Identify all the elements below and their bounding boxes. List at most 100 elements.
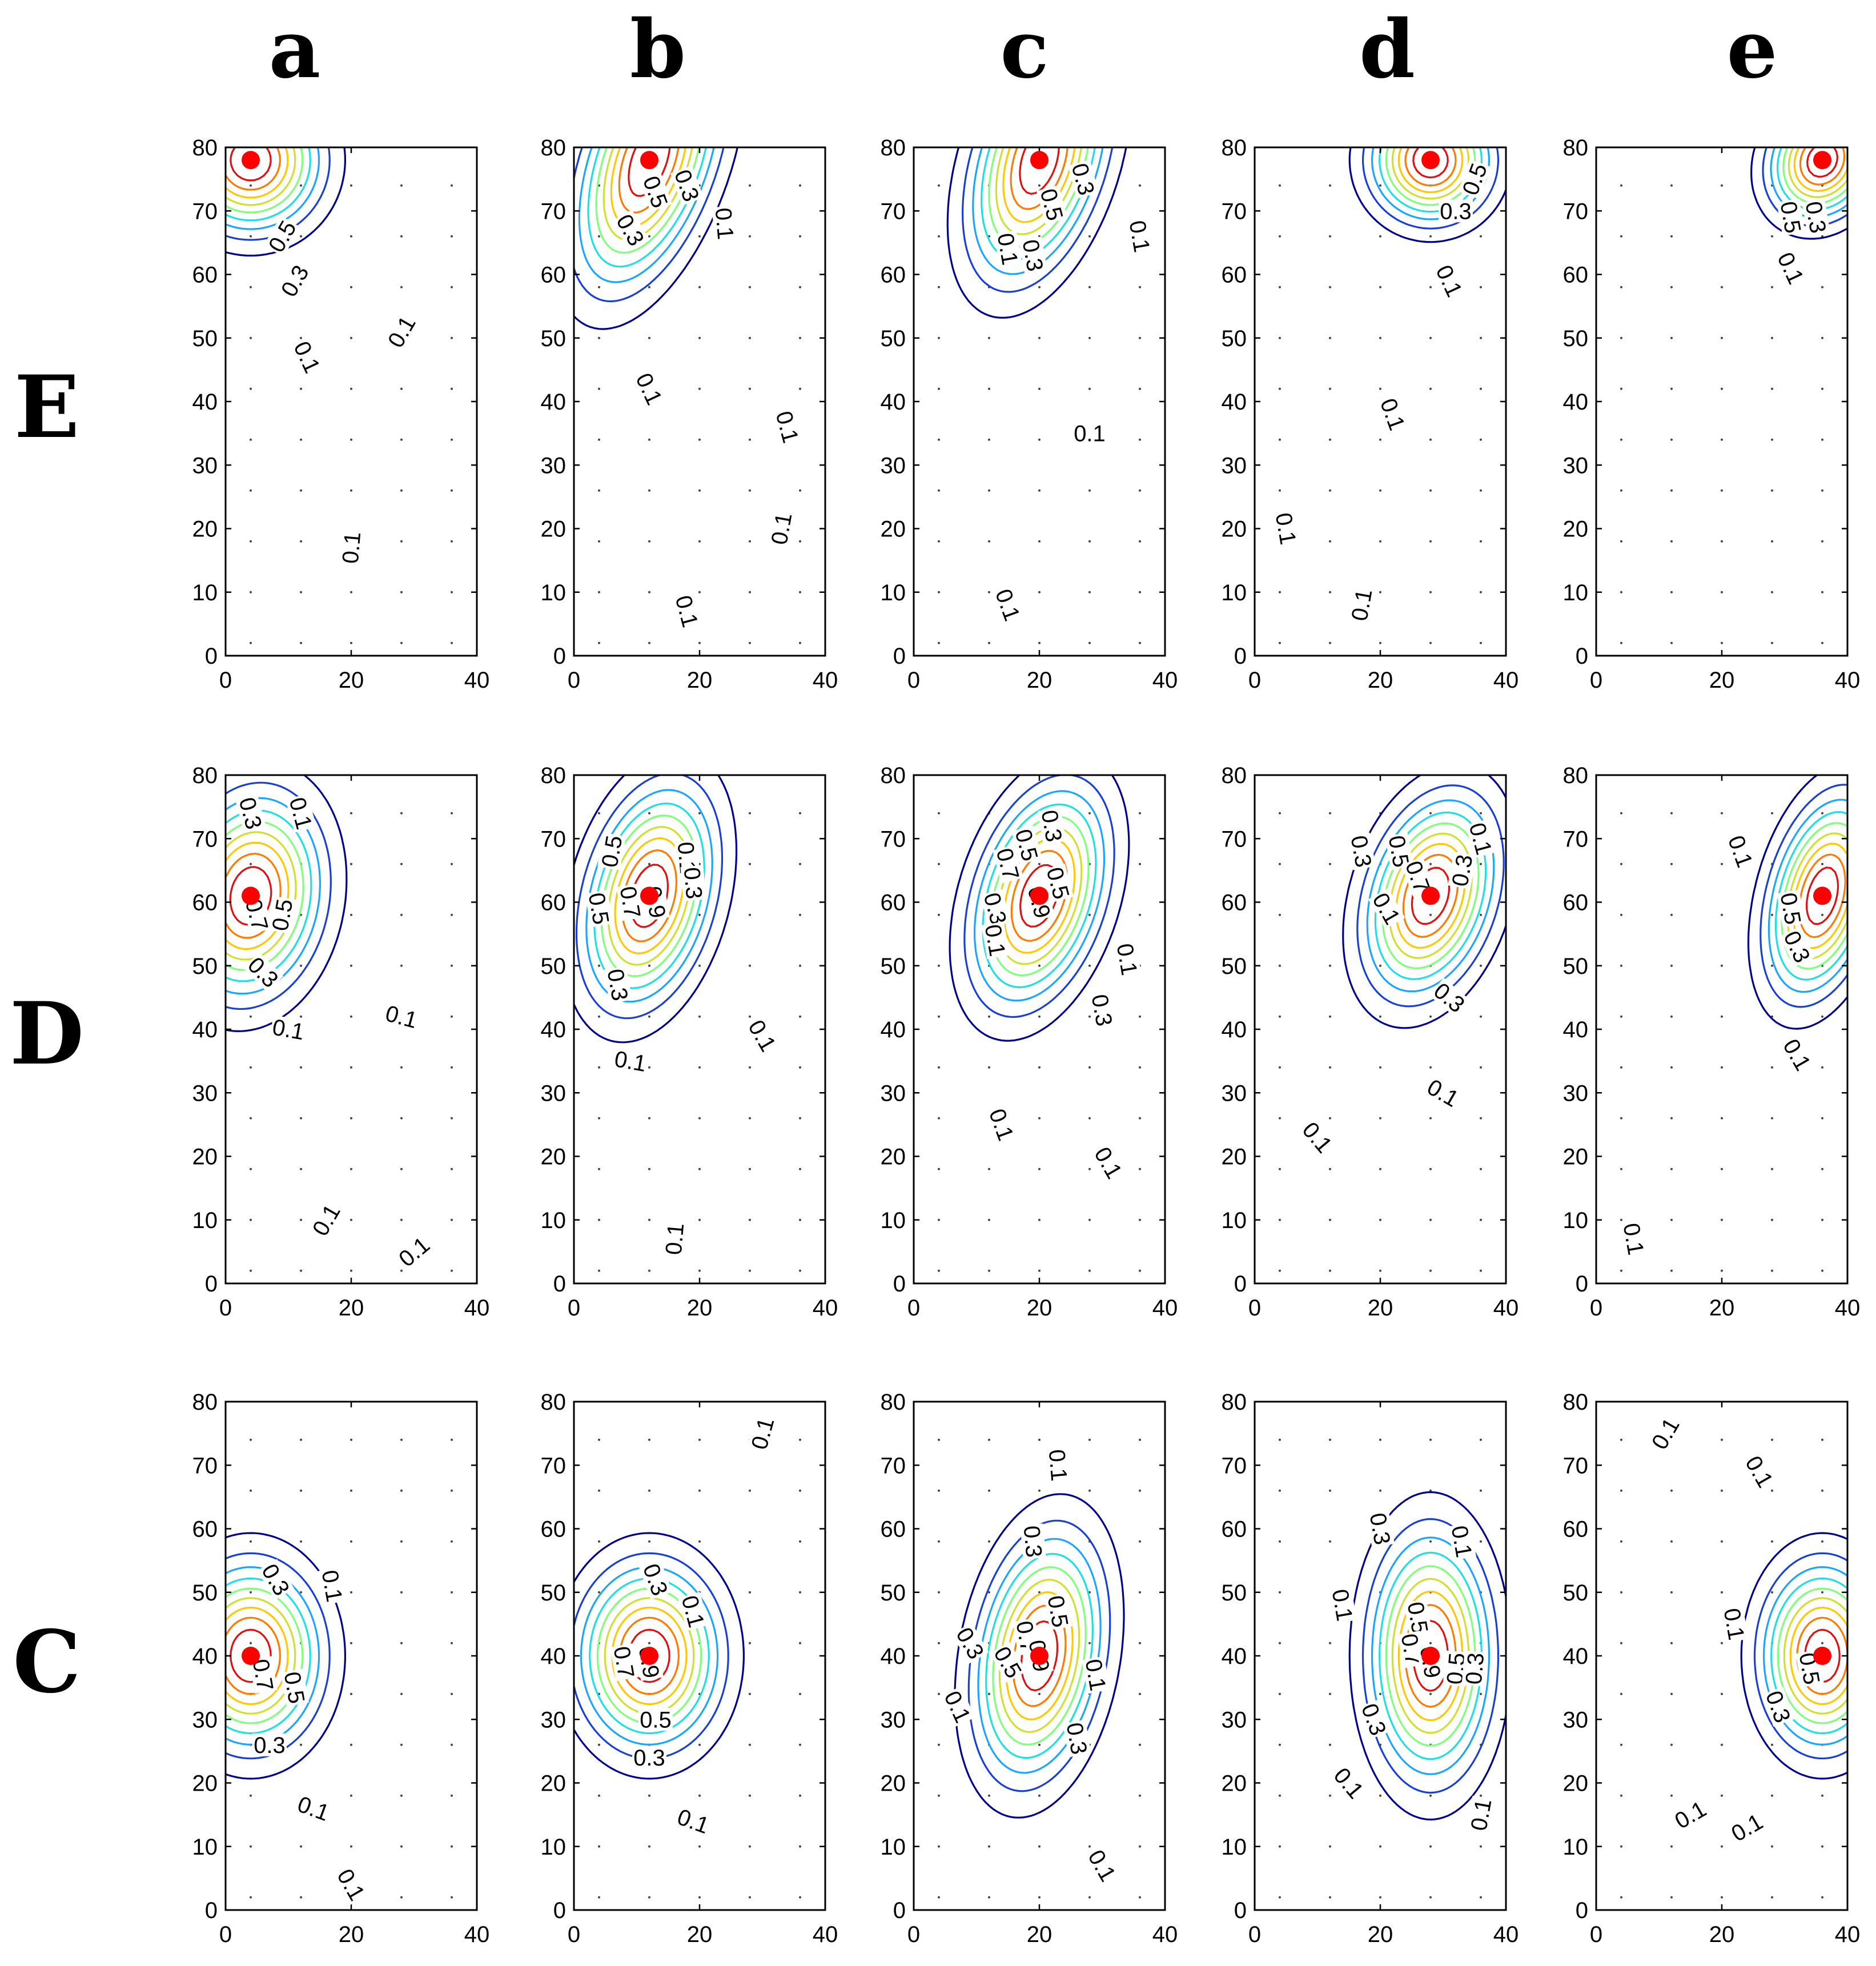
grid-dot	[1429, 1015, 1432, 1018]
grid-dot	[1771, 1066, 1773, 1069]
grid-dots	[1620, 1438, 1823, 1899]
grid-dot	[1620, 1845, 1622, 1848]
column-label-b: b	[630, 3, 686, 97]
y-tick-label: 20	[1563, 1145, 1589, 1170]
grid-dot	[698, 1066, 701, 1069]
grid-dot	[1771, 1794, 1773, 1797]
grid-dot	[1771, 1269, 1773, 1272]
contour-level-0.2	[226, 1552, 331, 1760]
grid-dot	[1279, 286, 1281, 288]
grid-dot	[749, 336, 751, 339]
grid-dot	[250, 1269, 252, 1272]
contour-label-bg	[280, 1668, 309, 1707]
contour-label: 0.3	[602, 967, 633, 1002]
grid-dot	[1088, 1015, 1091, 1018]
contour-label-bg	[1720, 1605, 1749, 1643]
grid-dot	[400, 862, 403, 865]
grid-dot	[598, 336, 600, 339]
y-tick-label: 40	[881, 1644, 906, 1669]
grid-dot	[988, 1540, 990, 1543]
grid-dot	[598, 540, 600, 543]
grid-dot	[1038, 438, 1041, 441]
contour-level-0.1	[949, 775, 1130, 1042]
grid-dot	[451, 489, 453, 492]
grid-dot	[1139, 1015, 1141, 1018]
grid-dot	[799, 235, 801, 238]
grid-dot	[1139, 812, 1141, 815]
grid-dot	[1038, 1269, 1041, 1272]
y-tick-label: 20	[1222, 1145, 1247, 1170]
grid-dot	[1088, 1066, 1091, 1069]
grid-dot	[799, 1167, 801, 1170]
grid-dot	[1038, 641, 1041, 644]
contour-label-bg	[381, 1001, 421, 1032]
grid-dot	[1279, 387, 1281, 390]
contour-level-0.7	[1397, 147, 1464, 194]
y-tick-label: 10	[1222, 1835, 1247, 1860]
grid-dot	[1771, 591, 1773, 593]
y-tick-label: 20	[881, 1145, 906, 1170]
grid-dot	[1329, 913, 1331, 916]
grid-dot	[1670, 1218, 1673, 1221]
grid-dot	[799, 540, 801, 543]
grid-dot	[1670, 286, 1673, 288]
grid-dot	[250, 1117, 252, 1120]
grid-dot	[300, 1743, 302, 1746]
grid-dot	[1480, 489, 1482, 492]
grid-dot	[400, 1591, 403, 1594]
contour-label: 0.1	[1466, 1797, 1496, 1832]
y-tick-label: 70	[1563, 826, 1589, 852]
contour-label: 0.3	[1461, 1652, 1489, 1686]
grid-dot	[648, 641, 650, 644]
grid-dot	[1088, 1117, 1091, 1120]
y-tick-label: 10	[1563, 1835, 1589, 1860]
grid-dot	[1139, 1066, 1141, 1069]
grid-dot	[1329, 964, 1331, 967]
source-marker	[1030, 886, 1049, 905]
grid-dot	[350, 862, 352, 865]
grid-dot	[1620, 913, 1622, 916]
y-tick-label: 0	[1234, 1271, 1247, 1297]
contour-label-bg	[671, 591, 703, 631]
grid-dot	[1038, 184, 1041, 187]
y-tick-label: 0	[1576, 1898, 1588, 1923]
y-tick-label: 30	[192, 1707, 218, 1732]
x-tick-label: 20	[1709, 1295, 1735, 1321]
grid-dot	[799, 862, 801, 865]
contour-level-0.1	[1348, 147, 1506, 243]
grid-dot	[938, 540, 940, 543]
panel-C-d: 01020304050607080020400.30.10.10.50.70.9…	[1222, 1390, 1519, 1947]
grid-dot	[451, 1794, 453, 1797]
contour-label: 0.1	[993, 231, 1023, 267]
y-tick-label: 50	[881, 954, 906, 979]
grid-dot	[1670, 489, 1673, 492]
grid-dot	[598, 1218, 600, 1221]
grid-dot	[350, 1438, 352, 1441]
grid-dot	[698, 438, 701, 441]
y-tick-label: 60	[192, 890, 218, 916]
grid-dot	[1821, 1167, 1823, 1170]
x-tick-label: 20	[339, 1922, 364, 1947]
contour-label-bg	[638, 1559, 673, 1600]
grid-dot	[1429, 641, 1432, 644]
x-tick-label: 40	[1835, 1922, 1861, 1947]
grid-dot	[988, 1896, 990, 1899]
grid-dot	[598, 1117, 600, 1120]
contour-label-bg	[1385, 832, 1413, 870]
grid-dot	[1139, 540, 1141, 543]
grid-dot	[598, 1489, 600, 1492]
grid-dot	[749, 1743, 751, 1746]
contour-label-bg	[1357, 1699, 1391, 1740]
grid-dot	[938, 812, 940, 815]
contour-level-0.6	[1787, 147, 1847, 198]
contour-label: 0.1	[1124, 219, 1155, 254]
x-tick-label: 0	[907, 1922, 920, 1947]
grid-dot	[400, 1896, 403, 1899]
grid-dot	[988, 489, 990, 492]
grid-dot	[1329, 1438, 1331, 1441]
grid-dot	[1670, 1015, 1673, 1018]
panel-C-b: 01020304050607080020400.10.30.10.70.90.5…	[541, 1390, 838, 1947]
grid-dot	[400, 1540, 403, 1543]
y-tick-label: 20	[1563, 1771, 1589, 1796]
